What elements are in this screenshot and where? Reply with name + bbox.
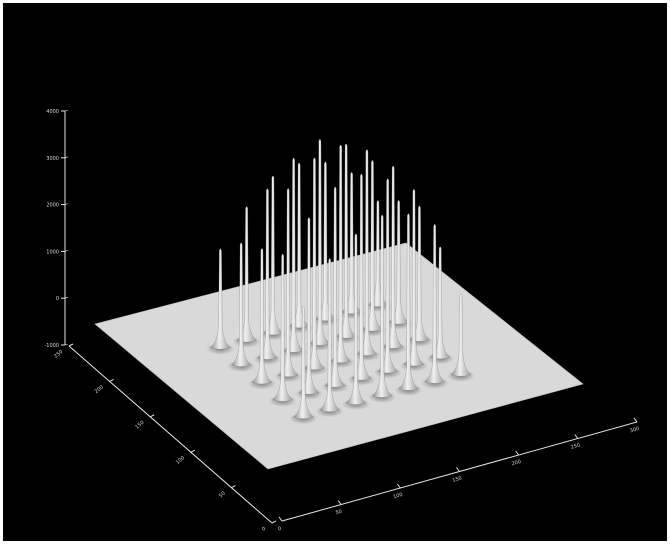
peak-spike [398,213,419,391]
y-axis-tick [190,449,196,453]
y-axis-tick [149,414,155,418]
x-tick-label: 300 [629,426,640,434]
y-axis-tick [271,520,277,524]
plot-area: 0 50 100 150 200 250 300 0 50 100 150 200 250 -1000 0 1… [3,3,667,541]
z-axis-minor-tick [64,203,69,205]
y-tick-label: 0 [261,526,267,533]
x-axis-tick [515,450,520,456]
peak-spike [309,139,331,346]
z-tick-label: 3000 [46,156,59,162]
x-axis-tick [456,467,460,472]
peak-spike [257,188,278,360]
z-axis-minor-tick [64,250,69,252]
peak-spike [403,189,425,367]
peak-spike [388,200,409,325]
y-tick-label: 250 [53,349,64,360]
y-axis-tick [231,485,236,489]
z-axis-minor-tick [64,343,69,346]
peak-spike [356,149,378,356]
z-axis-minor-tick [64,296,69,299]
z-tick-label: 0 [56,296,59,302]
z-axis-minor-tick [64,109,69,112]
y-axis-line [68,345,273,524]
z-tick-label: -1000 [44,343,59,349]
peak-spike [293,306,314,419]
x-axis-tick [278,516,283,522]
surface-plot: 050100150200250300050100150200250-100001… [44,109,640,533]
y-tick-label: 150 [134,420,145,431]
peak-spike [251,248,273,385]
x-tick-label: 100 [393,492,404,500]
peak-spike [429,246,451,359]
peak-spike [304,157,325,370]
peak-spike [319,258,340,412]
y-axis-tick [68,343,74,347]
peak-spike [450,293,472,377]
x-tick-label: 0 [277,526,282,533]
y-axis-tick [109,378,114,382]
x-tick-label: 250 [570,442,581,450]
peak-spike [330,144,351,363]
y-tick-label: 200 [94,384,105,395]
x-axis-tick [396,483,401,489]
peak-spike [272,253,293,402]
peak-spike [277,188,299,378]
peak-spike [409,205,430,342]
x-axis-tick [633,417,638,423]
surface-texture-line [124,319,291,460]
peak-spike [362,160,383,332]
peak-spike [324,186,346,388]
peak-spike [335,143,357,339]
peak-spike [345,233,367,405]
surface-texture-line [150,312,318,453]
peak-spike [262,175,284,336]
x-axis-tick [574,434,579,439]
x-tick-label: 50 [335,509,343,517]
peak-spike [351,173,372,381]
peak-spike [371,214,393,398]
peak-spike [377,178,398,374]
peak-spike [424,224,445,384]
z-tick-label: 2000 [46,203,59,209]
y-tick-label: 50 [218,491,227,500]
x-axis-tick [337,500,342,505]
y-tick-label: 100 [175,455,186,466]
peak-spike [298,217,320,395]
x-tick-label: 150 [452,475,463,483]
z-axis-minor-tick [64,156,69,159]
peak-spike [236,206,257,343]
peak-spike [230,242,252,367]
peak-spike [283,157,304,353]
z-tick-label: 1000 [46,249,59,255]
z-tick-label: 4000 [46,109,59,115]
peak-spike [210,248,231,350]
x-tick-label: 200 [511,459,522,467]
peak-spike [382,165,404,349]
